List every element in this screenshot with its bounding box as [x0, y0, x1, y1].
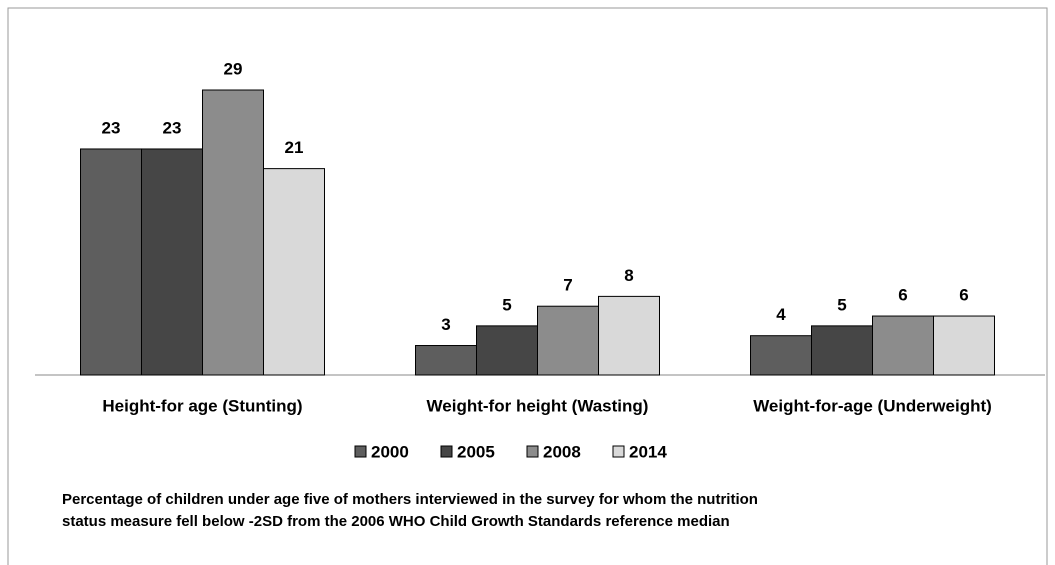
value-label: 6	[898, 286, 907, 305]
legend-swatch	[354, 445, 367, 458]
x-tick-label: Height-for age (Stunting)	[102, 396, 302, 415]
legend-label: 2008	[543, 442, 581, 461]
bar	[537, 305, 599, 376]
value-label: 8	[624, 266, 633, 285]
caption: status measure fell below -2SD from the …	[62, 513, 730, 530]
value-label: 5	[837, 295, 846, 314]
value-label: 23	[163, 118, 182, 137]
value-label: 23	[102, 118, 121, 137]
legend-label: 2014	[629, 442, 667, 461]
x-tick-label: Weight-for height (Wasting)	[427, 396, 649, 415]
caption: Percentage of children under age five of…	[62, 491, 758, 508]
frame	[7, 7, 1048, 565]
legend-swatch	[526, 445, 539, 458]
bar	[80, 148, 142, 376]
bar	[263, 168, 325, 376]
bar	[933, 315, 995, 376]
value-label: 3	[441, 315, 450, 334]
legend-swatch	[440, 445, 453, 458]
value-label: 6	[959, 286, 968, 305]
legend-label: 2000	[371, 442, 409, 461]
bar	[415, 345, 477, 376]
value-label: 29	[224, 59, 243, 78]
value-label: 4	[776, 305, 786, 324]
bar	[811, 325, 873, 376]
bar	[872, 315, 934, 376]
legend-swatch	[612, 445, 625, 458]
bar	[598, 295, 660, 376]
value-label: 7	[563, 276, 572, 295]
x-tick-label: Weight-for-age (Underweight)	[753, 396, 992, 415]
value-label: 5	[502, 295, 511, 314]
value-label: 21	[285, 138, 304, 157]
bar	[750, 335, 812, 376]
bar	[141, 148, 203, 376]
bar	[202, 89, 264, 376]
bar	[476, 325, 538, 376]
legend-label: 2005	[457, 442, 495, 461]
